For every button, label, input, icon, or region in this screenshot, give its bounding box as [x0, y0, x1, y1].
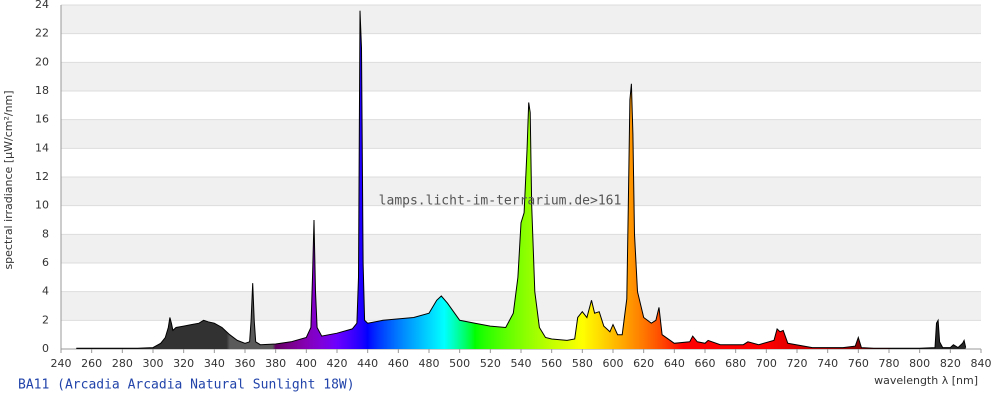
x-tick-label: 540: [511, 357, 532, 370]
chart-title: BA11 (Arcadia Arcadia Natural Sunlight 1…: [18, 378, 355, 393]
x-tick-label: 400: [296, 357, 317, 370]
y-tick-label: 0: [42, 342, 49, 355]
y-tick-label: 18: [35, 84, 49, 97]
grid-band: [61, 62, 981, 91]
x-tick-label: 300: [143, 357, 164, 370]
spectrum-line: [76, 10, 967, 349]
y-tick-label: 10: [35, 199, 49, 212]
y-tick-label: 2: [42, 313, 49, 326]
y-tick-label: 22: [35, 27, 49, 40]
x-tick-label: 820: [940, 357, 961, 370]
y-tick-label: 14: [35, 141, 49, 154]
y-tick-label: 16: [35, 113, 49, 126]
y-tick-label: 20: [35, 55, 49, 68]
grid-band: [61, 5, 981, 34]
x-tick-label: 760: [848, 357, 869, 370]
x-tick-label: 700: [756, 357, 777, 370]
x-tick-label: 600: [603, 357, 624, 370]
x-tick-label: 660: [695, 357, 716, 370]
x-tick-label: 260: [81, 357, 102, 370]
x-tick-label: 740: [817, 357, 838, 370]
x-tick-label: 560: [541, 357, 562, 370]
y-tick-label: 4: [42, 285, 49, 298]
x-tick-label: 340: [204, 357, 225, 370]
y-tick-label: 6: [42, 256, 49, 269]
x-tick-label: 380: [265, 357, 286, 370]
x-tick-label: 780: [879, 357, 900, 370]
watermark: lamps.licht-im-terrarium.de>161: [379, 194, 622, 209]
x-axis-label: wavelength λ [nm]: [874, 374, 978, 387]
x-tick-label: 800: [909, 357, 930, 370]
spectrum-area: [76, 10, 966, 349]
x-tick-label: 360: [235, 357, 256, 370]
x-tick-label: 440: [357, 357, 378, 370]
x-tick-label: 520: [480, 357, 501, 370]
x-tick-label: 280: [112, 357, 133, 370]
y-tick-label: 8: [42, 227, 49, 240]
y-axis-label: spectral irradiance [µW/cm²/nm]: [2, 90, 15, 269]
x-tick-label: 580: [572, 357, 593, 370]
grid-band: [61, 177, 981, 206]
x-tick-label: 680: [725, 357, 746, 370]
x-tick-label: 420: [327, 357, 348, 370]
x-tick-label: 720: [787, 357, 808, 370]
x-tick-label: 460: [388, 357, 409, 370]
x-tick-label: 640: [664, 357, 685, 370]
y-tick-label: 24: [35, 0, 49, 11]
x-tick-label: 320: [173, 357, 194, 370]
x-tick-label: 500: [449, 357, 470, 370]
x-tick-label: 620: [633, 357, 654, 370]
x-tick-label: 840: [971, 357, 992, 370]
grid-band: [61, 119, 981, 149]
x-tick-label: 240: [51, 357, 72, 370]
x-tick-label: 480: [419, 357, 440, 370]
y-tick-label: 12: [35, 170, 49, 183]
